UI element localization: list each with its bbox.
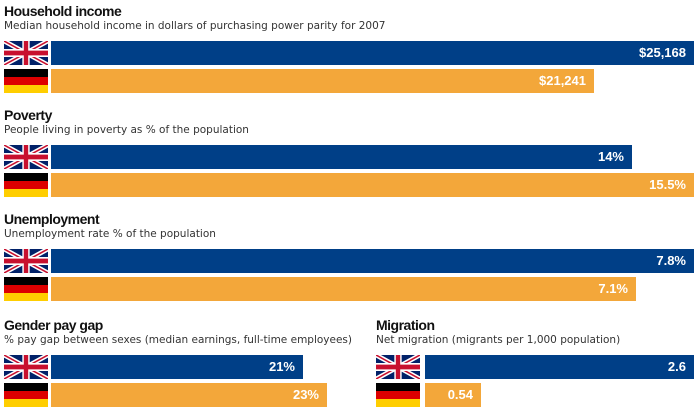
uk-flag-icon (3, 352, 49, 382)
bar-de: 23% (51, 383, 327, 407)
data-label: 23% (292, 387, 319, 402)
data-label: 14% (597, 149, 624, 164)
data-label: 7.8% (656, 253, 686, 268)
bar-de: $21,241 (51, 69, 594, 93)
data-label: 2.6 (667, 359, 686, 374)
bar-uk: 2.6 (425, 355, 694, 379)
chart-title: Gender pay gap (4, 317, 103, 333)
bar-de: 15.5% (51, 173, 694, 197)
uk-flag-icon (3, 246, 49, 276)
chart-title: Household income (4, 3, 122, 19)
data-label: $21,241 (539, 73, 586, 88)
germany-flag-icon (4, 277, 48, 301)
data-label: 0.54 (447, 387, 473, 402)
bar-de: 0.54 (425, 383, 481, 407)
bar-uk: 21% (51, 355, 303, 379)
bar-uk: $25,168 (51, 41, 694, 65)
uk-flag-icon (3, 38, 49, 68)
bar-de: 7.1% (51, 277, 636, 301)
uk-flag-icon (375, 352, 421, 382)
chart-title: Migration (376, 317, 435, 333)
uk-flag-icon (3, 142, 49, 172)
data-label: $25,168 (639, 45, 686, 60)
data-label: 21% (268, 359, 295, 374)
bar-uk: 14% (51, 145, 632, 169)
chart-subtitle: Net migration (migrants per 1,000 popula… (376, 334, 621, 346)
germany-flag-icon (4, 383, 48, 407)
chart-subtitle: Unemployment rate % of the population (4, 228, 216, 240)
bar-uk: 7.8% (51, 249, 694, 273)
chart-subtitle: People living in poverty as % of the pop… (4, 124, 249, 136)
chart-title: Poverty (4, 107, 52, 123)
germany-flag-icon (376, 383, 420, 407)
data-label: 7.1% (598, 281, 628, 296)
chart-title: Unemployment (4, 211, 100, 227)
data-label: 15.5% (649, 177, 686, 192)
chart-subtitle: % pay gap between sexes (median earnings… (4, 334, 353, 346)
germany-flag-icon (4, 69, 48, 93)
chart-subtitle: Median household income in dollars of pu… (4, 20, 386, 32)
germany-flag-icon (4, 173, 48, 197)
